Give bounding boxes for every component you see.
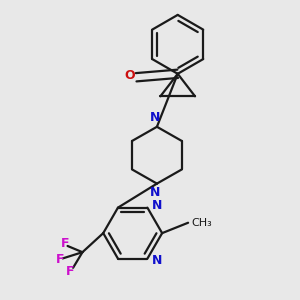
Text: F: F (66, 265, 75, 278)
Text: F: F (61, 237, 69, 250)
Text: N: N (150, 186, 160, 200)
Text: O: O (124, 69, 135, 82)
Text: N: N (152, 200, 162, 212)
Text: CH₃: CH₃ (192, 218, 212, 228)
Text: F: F (56, 253, 64, 266)
Text: N: N (150, 111, 160, 124)
Text: N: N (152, 254, 162, 267)
